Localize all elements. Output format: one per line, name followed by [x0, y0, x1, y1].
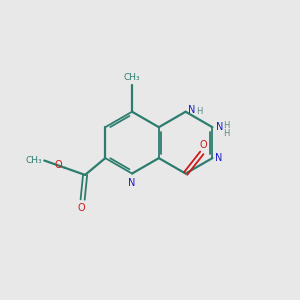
Text: CH₃: CH₃: [25, 156, 42, 165]
Text: H: H: [224, 121, 230, 130]
Text: N: N: [128, 178, 136, 188]
Text: N: N: [216, 122, 223, 132]
Text: O: O: [77, 203, 85, 213]
Text: N: N: [215, 153, 223, 163]
Text: H: H: [196, 107, 202, 116]
Text: N: N: [188, 105, 195, 115]
Text: O: O: [55, 160, 62, 170]
Text: CH₃: CH₃: [124, 74, 140, 82]
Text: O: O: [200, 140, 207, 150]
Text: H: H: [223, 129, 229, 138]
